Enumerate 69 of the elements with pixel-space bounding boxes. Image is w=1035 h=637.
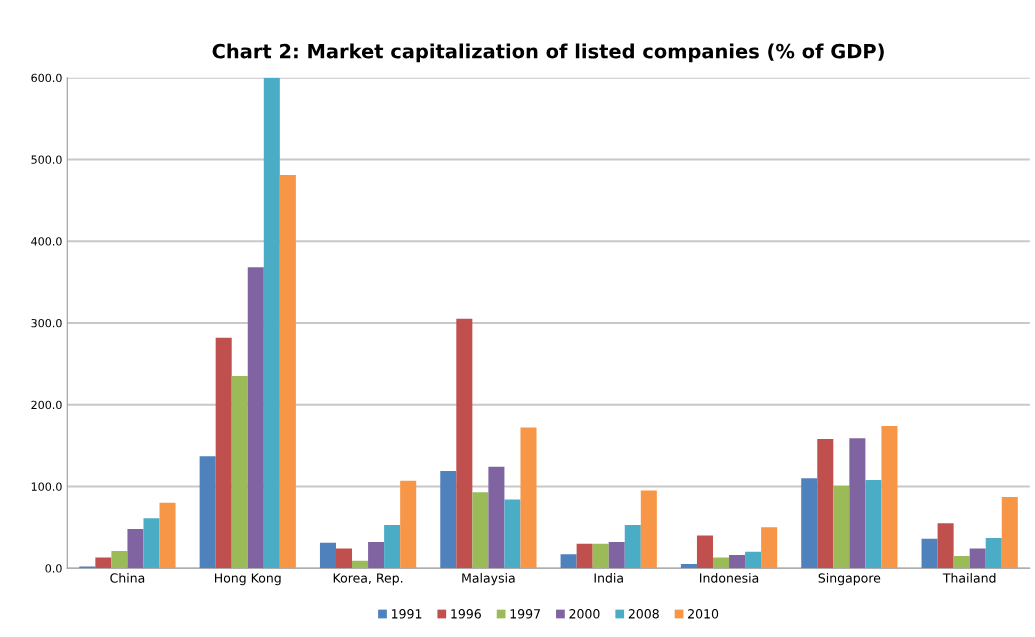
legend-label: 2008 bbox=[628, 609, 659, 619]
bar bbox=[368, 542, 385, 569]
bar bbox=[384, 524, 401, 569]
x-tick-label: Malaysia bbox=[462, 573, 515, 586]
bar bbox=[199, 456, 216, 569]
bar bbox=[111, 551, 128, 569]
bar bbox=[592, 543, 609, 569]
bar bbox=[969, 548, 986, 569]
bar bbox=[761, 527, 778, 569]
bar bbox=[865, 479, 882, 569]
bar bbox=[576, 543, 593, 569]
x-tick-label: China bbox=[110, 573, 145, 583]
bar bbox=[95, 557, 112, 569]
bar bbox=[712, 557, 730, 569]
legend-label: 1991 bbox=[391, 609, 422, 619]
bar bbox=[456, 318, 473, 569]
chart-title: Chart 2: Market capitalization of listed companies (% of GDP) bbox=[212, 43, 884, 63]
y-tick-label: 600.0 bbox=[31, 73, 62, 83]
bar bbox=[560, 554, 577, 569]
legend-label: 1997 bbox=[510, 609, 540, 619]
y-tick-label: 200.0 bbox=[31, 400, 62, 410]
bar bbox=[881, 425, 898, 569]
y-tick-label: 100.0 bbox=[31, 482, 62, 491]
x-tick-label: Thailand bbox=[942, 573, 996, 583]
bar bbox=[472, 492, 489, 569]
bar bbox=[953, 555, 970, 569]
bar bbox=[729, 555, 746, 569]
bar bbox=[231, 376, 248, 569]
bar bbox=[745, 551, 762, 569]
bar bbox=[849, 438, 866, 569]
bar bbox=[696, 535, 713, 569]
y-tick-label: 400.0 bbox=[31, 237, 62, 246]
bar bbox=[817, 439, 834, 569]
bar bbox=[985, 537, 1002, 569]
bar bbox=[400, 480, 417, 569]
y-tick-label: 0.0 bbox=[45, 564, 62, 573]
bar bbox=[680, 564, 697, 569]
bar bbox=[520, 427, 537, 569]
bar bbox=[263, 77, 280, 569]
bar bbox=[833, 485, 850, 569]
bar bbox=[247, 267, 264, 569]
bar bbox=[640, 490, 657, 569]
x-tick-label: India bbox=[594, 573, 623, 583]
bar bbox=[1001, 497, 1018, 569]
bar bbox=[440, 470, 457, 569]
bar bbox=[127, 528, 144, 569]
y-tick-label: 500.0 bbox=[31, 155, 62, 164]
legend-label: 2010 bbox=[688, 609, 719, 619]
bar bbox=[801, 478, 818, 569]
bar bbox=[143, 518, 160, 569]
bar bbox=[319, 542, 336, 569]
bar bbox=[921, 538, 938, 569]
x-tick-label: Korea, Rep. bbox=[333, 573, 403, 586]
bar bbox=[215, 337, 232, 569]
bar bbox=[352, 560, 369, 569]
bar bbox=[335, 548, 353, 569]
legend-label: 1996 bbox=[451, 609, 481, 619]
x-tick-label: Singapore bbox=[818, 573, 881, 586]
x-tick-label: Hong Kong bbox=[215, 573, 281, 586]
bar bbox=[159, 502, 176, 569]
bar bbox=[624, 524, 641, 569]
x-tick-label: Indonesia bbox=[700, 573, 759, 583]
bar bbox=[504, 499, 521, 569]
y-tick-label: 300.0 bbox=[31, 318, 62, 328]
bar bbox=[937, 523, 954, 569]
bar bbox=[488, 466, 505, 569]
bar bbox=[279, 174, 296, 569]
bar bbox=[608, 542, 625, 569]
legend-label: 2000 bbox=[569, 609, 600, 619]
